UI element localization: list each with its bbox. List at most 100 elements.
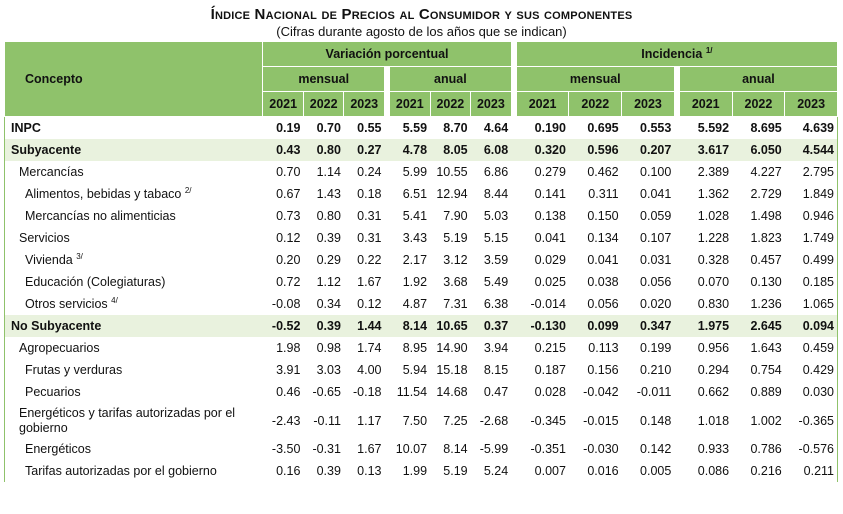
value-cell: 1.849 xyxy=(784,183,838,205)
value-cell: 0.18 xyxy=(357,187,382,201)
header-row-groups: Concepto Variación porcentual Incidencia… xyxy=(3,41,839,117)
row-label-text: Mercancías no alimenticias xyxy=(25,208,176,223)
value-cell: 0.37 xyxy=(470,315,512,337)
value-cell: 8.44 xyxy=(483,187,509,201)
year-header: 2023 xyxy=(621,91,675,117)
row-label: Servicios xyxy=(3,227,263,249)
value-cell: 1.065 xyxy=(784,293,838,315)
value-cell: 0.12 xyxy=(276,231,301,245)
table-row: Tarifas autorizadas por el gobierno 0.16 0… xyxy=(3,460,838,482)
value-cell: 0.24 xyxy=(357,165,382,179)
row-label-text: Energéticos xyxy=(25,441,92,456)
table-row: Agropecuarios 1.98 0.98 1.74 8.95 14.90 3.94 0.… xyxy=(3,337,838,359)
table-row: Mercancías no alimenticias 0.73 0.80 0.31 5.… xyxy=(3,205,838,227)
value-cell: 2.795 xyxy=(784,161,838,183)
value-cell: 0.199 xyxy=(640,341,672,355)
row-footnote: 4/ xyxy=(111,295,118,305)
table-row: Vivienda 3/0.20 0.29 0.22 2.17 3.12 3.59 0.029… xyxy=(3,249,838,271)
cell-gap xyxy=(384,315,390,337)
variacion-mensual-header: mensual xyxy=(262,66,385,92)
value-cell: 0.27 xyxy=(343,139,385,161)
value-cell: 0.107 xyxy=(640,231,672,245)
value-cell: 5.592 xyxy=(679,116,733,139)
value-cell: 4.64 xyxy=(470,116,512,139)
value-cell: 1.028 xyxy=(697,209,730,223)
header-row-years: 2021 2022 2023 2021 2022 2023 2021 2022 … xyxy=(5,91,838,117)
value-cell: 0.156 xyxy=(587,363,619,377)
value-cell: 5.41 xyxy=(402,209,428,223)
year-header: 2023 xyxy=(343,91,385,117)
value-cell: 4.544 xyxy=(784,139,838,161)
value-cell: 0.070 xyxy=(697,275,730,289)
value-cell: 0.553 xyxy=(621,116,675,139)
row-label: Frutas y verduras xyxy=(3,359,263,381)
table-row: Pecuarios 0.46 -0.65 -0.18 11.54 14.68 0.47 0.0… xyxy=(3,381,838,403)
value-cell: 0.215 xyxy=(534,341,566,355)
value-cell: 5.19 xyxy=(443,231,468,245)
table-row: Frutas y verduras 3.91 3.03 4.00 5.94 15.18 8.… xyxy=(3,359,838,381)
value-cell: -0.11 xyxy=(313,413,341,428)
value-cell: 1.17 xyxy=(357,413,382,428)
value-cell: 3.617 xyxy=(679,139,733,161)
value-cell: 0.47 xyxy=(483,385,509,399)
row-label: Otros servicios 4/ xyxy=(3,293,263,315)
value-cell: 6.08 xyxy=(470,139,512,161)
value-cell: 0.72 xyxy=(276,275,301,289)
cell-gap xyxy=(674,315,680,337)
value-cell: 0.956 xyxy=(697,341,730,355)
value-cell: 0.830 xyxy=(697,297,730,311)
value-cell: 1.643 xyxy=(750,341,782,355)
value-cell: 1.975 xyxy=(679,315,733,337)
row-label: Educación (Colegiaturas) xyxy=(3,271,263,293)
value-cell: 5.59 xyxy=(389,116,431,139)
variacion-header: Variación porcentual xyxy=(262,41,512,67)
row-label: INPC xyxy=(3,116,263,139)
row-footnote: 3/ xyxy=(76,251,83,261)
table-row: INPC 0.19 0.70 0.55 5.59 8.70 4.64 0.190 0.695 0.… xyxy=(3,116,838,139)
value-cell: 0.187 xyxy=(534,363,566,377)
value-cell: 1.018 xyxy=(697,413,730,428)
value-cell: 0.320 xyxy=(516,139,569,161)
value-cell: 0.216 xyxy=(750,464,782,478)
value-cell: 6.51 xyxy=(402,187,428,201)
value-cell: 2.645 xyxy=(732,315,785,337)
value-cell: -0.015 xyxy=(583,413,619,428)
value-cell: 0.70 xyxy=(276,165,301,179)
header-gap xyxy=(511,41,517,67)
value-cell: 0.662 xyxy=(697,385,730,399)
value-cell: 10.07 xyxy=(395,442,428,456)
value-cell: 0.041 xyxy=(640,187,672,201)
value-cell: 0.100 xyxy=(640,165,672,179)
value-cell: 0.134 xyxy=(587,231,619,245)
value-cell: -0.130 xyxy=(516,315,569,337)
incidencia-note: 1/ xyxy=(705,45,713,55)
value-cell: 4.639 xyxy=(784,116,838,139)
row-label-text: Subyacente xyxy=(11,142,82,157)
row-label-text: Alimentos, bebidas y tabaco xyxy=(25,186,182,201)
table-row: Servicios 0.12 0.39 0.31 3.43 5.19 5.15 0.041 0.… xyxy=(3,227,838,249)
value-cell: 5.19 xyxy=(443,464,468,478)
value-cell: 0.73 xyxy=(276,209,301,223)
value-cell: 0.210 xyxy=(640,363,672,377)
value-cell: 0.80 xyxy=(316,209,341,223)
value-cell: 0.207 xyxy=(621,139,675,161)
inpc-table: Concepto Variación porcentual Incidencia… xyxy=(3,41,839,482)
value-cell: 0.457 xyxy=(750,253,782,267)
value-cell: 3.91 xyxy=(276,363,301,377)
value-cell: 0.13 xyxy=(357,464,382,478)
row-label-text: Tarifas autorizadas por el gobierno xyxy=(25,463,217,478)
value-cell: 0.499 xyxy=(784,249,838,271)
row-label-text: Mercancías xyxy=(19,164,84,179)
value-cell: 0.695 xyxy=(568,116,622,139)
value-cell: 1.98 xyxy=(276,341,301,355)
value-cell: 8.70 xyxy=(430,116,471,139)
header-gap xyxy=(384,66,390,92)
cell-gap xyxy=(674,139,680,161)
value-cell: 0.279 xyxy=(534,165,566,179)
year-header: 2021 xyxy=(389,91,431,117)
row-label-text: Agropecuarios xyxy=(19,340,100,355)
row-footnote: 2/ xyxy=(184,185,192,195)
incidencia-label: Incidencia xyxy=(641,47,703,61)
value-cell: 0.347 xyxy=(621,315,675,337)
value-cell: 0.946 xyxy=(784,205,838,227)
